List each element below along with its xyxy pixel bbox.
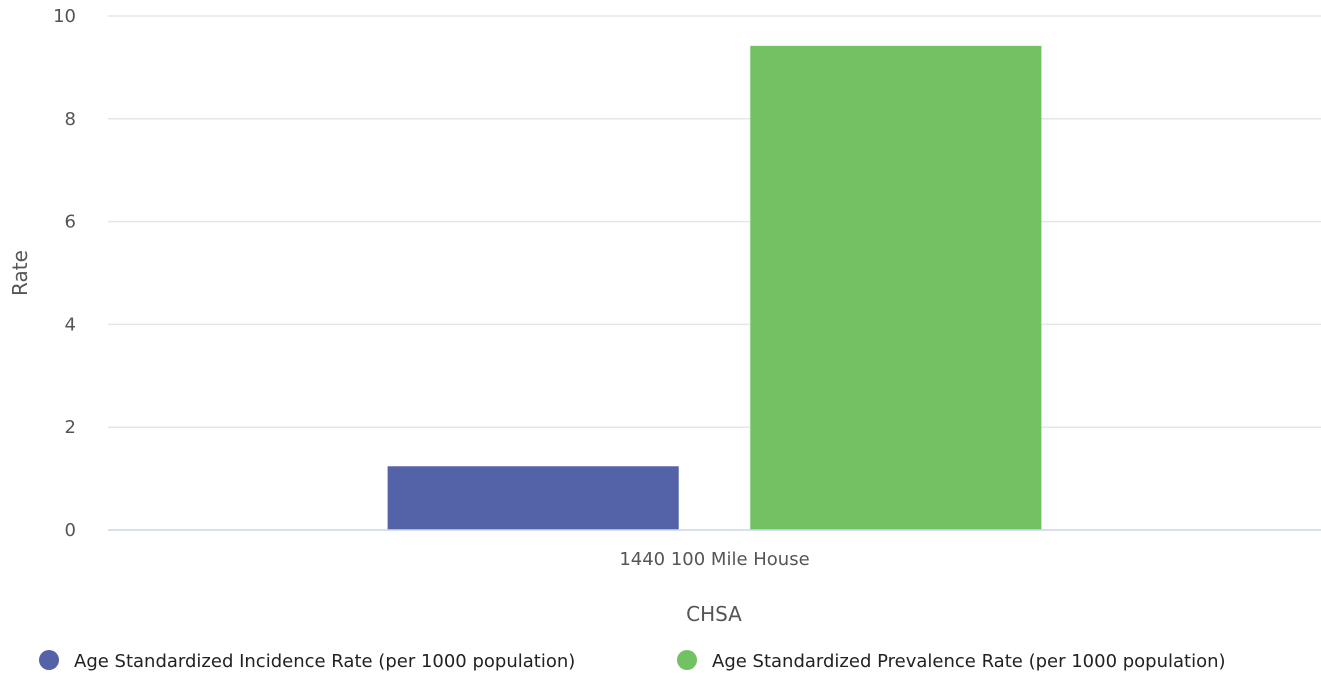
bar-prevalence[interactable] — [750, 45, 1042, 530]
bar-incidence[interactable] — [387, 466, 679, 530]
y-tick-label: 6 — [65, 212, 76, 233]
y-axis-title: Rate — [8, 250, 32, 296]
legend[interactable]: Age Standardized Incidence Rate (per 100… — [39, 650, 1226, 672]
y-tick-label: 10 — [53, 6, 76, 27]
x-axis-title: CHSA — [686, 602, 742, 626]
x-axis-ticks: 1440 100 Mile House — [619, 549, 809, 570]
legend-item[interactable]: Age Standardized Incidence Rate (per 100… — [39, 650, 575, 672]
legend-label: Age Standardized Prevalence Rate (per 10… — [712, 651, 1226, 672]
y-tick-label: 8 — [65, 109, 76, 130]
legend-label: Age Standardized Incidence Rate (per 100… — [74, 651, 575, 672]
y-tick-label: 0 — [65, 520, 76, 541]
gridlines — [108, 15, 1321, 428]
y-axis-ticks: 0 2 4 6 8 10 — [53, 6, 76, 541]
y-tick-label: 2 — [65, 417, 76, 438]
legend-item[interactable]: Age Standardized Prevalence Rate (per 10… — [677, 650, 1226, 672]
legend-marker-icon — [39, 650, 59, 670]
y-tick-label: 4 — [65, 314, 76, 335]
bars — [387, 45, 1042, 530]
x-tick-label: 1440 100 Mile House — [619, 549, 809, 570]
legend-marker-icon — [677, 650, 697, 670]
